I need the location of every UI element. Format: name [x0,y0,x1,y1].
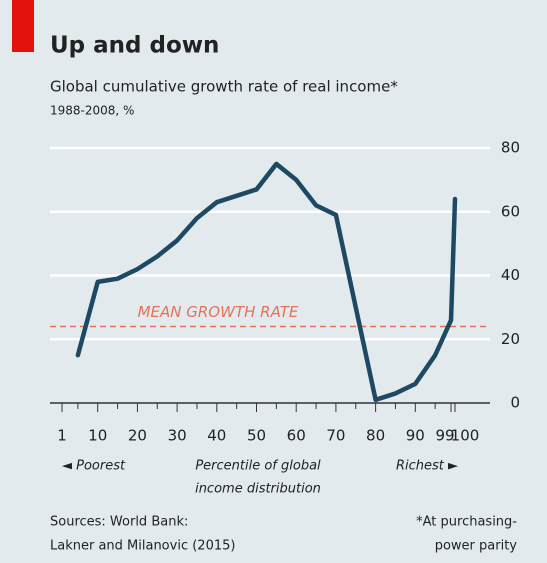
source: Lakner and Milanovic (2015) [50,539,235,554]
left-label: ◄ Poorest [62,459,126,474]
chart-subtitle: Global cumulative growth rate of real in… [50,78,398,96]
y-tick-label: 80 [501,139,520,157]
x-tick-label: 99 [435,427,454,445]
footnote: power parity [435,539,518,554]
y-tick-label: 40 [501,266,520,284]
x-tick-label: 50 [247,427,266,445]
footnote: *At purchasing- [416,515,517,530]
y-tick-label: 60 [501,202,520,220]
x-tick-label: 70 [326,427,345,445]
x-tick-label: 20 [128,427,147,445]
x-tick-label: 90 [406,427,425,445]
x-tick-label: 10 [88,427,107,445]
y-tick-label: 0 [510,394,520,412]
x-tick-label: 60 [287,427,306,445]
right-label: Richest ► [396,459,458,474]
x-axis-label: income distribution [195,482,321,497]
data-line [75,161,458,403]
x-tick-label: 30 [168,427,187,445]
x-tick-label: 1 [57,427,67,445]
x-tick-label: 80 [366,427,385,445]
chart-subtitle: 1988-2008, % [50,104,134,118]
x-tick-label: 40 [207,427,226,445]
source: Sources: World Bank: [50,515,188,530]
brand-tag [12,0,34,52]
x-tick-label: 100 [451,427,480,445]
x-axis-label: Percentile of global [195,459,321,474]
chart-title: Up and down [50,33,219,59]
reference-label: MEAN GROWTH RATE [138,303,299,321]
y-tick-label: 20 [501,330,520,348]
